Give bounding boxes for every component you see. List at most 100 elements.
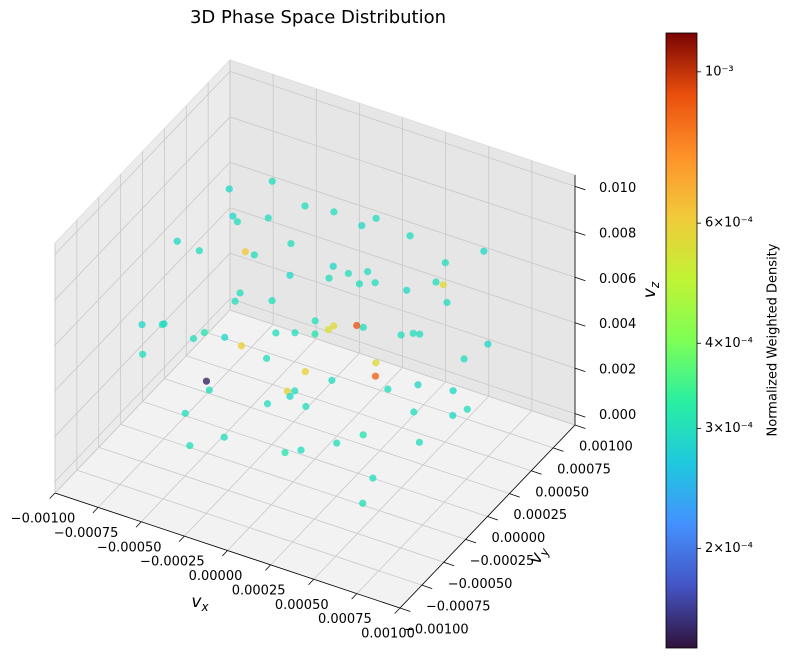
scatter-point — [229, 212, 237, 220]
z-tick — [574, 322, 586, 327]
z-tick-label: 0.010 — [599, 181, 636, 196]
scatter-point — [359, 499, 367, 507]
scatter-point — [372, 214, 380, 222]
scatter-point — [397, 331, 405, 339]
scatter-point — [221, 333, 229, 341]
scatter-point — [406, 232, 414, 240]
y-tick — [531, 470, 542, 475]
x-tick-label: −0.00025 — [140, 555, 205, 570]
colorbar-tick-label: 4×10⁻⁴ — [705, 336, 753, 351]
scatter-point — [138, 321, 146, 329]
scatter-point — [268, 297, 276, 305]
scatter-point — [236, 289, 244, 297]
grid-line — [54, 71, 231, 255]
scatter-point — [484, 340, 492, 348]
grid-line — [54, 207, 231, 392]
scatter-point — [250, 251, 258, 259]
x-tick-label: −0.00075 — [54, 526, 119, 541]
scatter-point — [449, 411, 457, 420]
grid-line — [207, 332, 554, 449]
scatter-point — [330, 322, 338, 330]
scatter-point — [291, 387, 299, 395]
scatter-point — [264, 214, 272, 222]
scatter-point — [359, 323, 367, 331]
y-tick-label: 0.00050 — [535, 485, 589, 500]
colorbar — [665, 32, 698, 649]
scatter-point — [195, 247, 203, 255]
y-tick — [421, 584, 433, 589]
grid-line — [229, 309, 576, 426]
z-tick-label: 0.000 — [599, 408, 636, 423]
grid-line — [229, 161, 576, 278]
x-tick-label: 0.00075 — [318, 612, 372, 627]
scatter-point — [272, 329, 280, 337]
y-tick-label: 0.00100 — [579, 440, 633, 455]
z-tick-label: 0.004 — [599, 317, 636, 332]
scatter-point — [241, 248, 249, 256]
y-tick-label: 0.00025 — [513, 508, 567, 523]
y-tick — [487, 516, 498, 521]
scatter-point — [325, 274, 333, 282]
scatter-point — [330, 208, 338, 216]
scatter-point — [205, 386, 213, 394]
scatter-point — [268, 177, 276, 185]
x-tick — [49, 492, 56, 499]
x-tick — [135, 521, 142, 528]
z-tick — [574, 276, 586, 282]
scatter-point — [333, 439, 341, 447]
scatter-point — [301, 368, 309, 376]
x-tick-label: 0.00025 — [232, 583, 286, 598]
grid-line — [98, 446, 444, 563]
scatter-point — [286, 271, 294, 279]
x-tick-label: 0.00050 — [275, 598, 329, 613]
scatter-point — [480, 247, 488, 255]
x-tick — [221, 550, 228, 557]
y-tick — [552, 447, 564, 452]
x-tick — [178, 535, 185, 542]
scatter-point — [355, 280, 364, 288]
scatter-point — [324, 326, 333, 334]
scatter-point — [202, 377, 211, 385]
x-tick-label: −0.00100 — [11, 512, 76, 527]
scatter-point — [328, 376, 336, 384]
scatter-point — [410, 408, 418, 416]
x-tick-label: 0.00000 — [189, 569, 243, 584]
scatter-point — [291, 329, 299, 337]
scatter-point — [416, 330, 424, 338]
grid-line — [229, 70, 576, 187]
grid-line — [54, 116, 231, 301]
grid-line — [142, 401, 488, 517]
z-tick-label: 0.006 — [599, 272, 636, 287]
x-tick — [394, 607, 401, 614]
scatter-point — [302, 402, 310, 411]
z-tick — [574, 413, 586, 418]
scatter-point — [139, 350, 147, 358]
grid-line — [54, 161, 231, 346]
scatter-point — [441, 259, 449, 267]
z-axis-label: vz — [640, 281, 662, 298]
grid-line — [54, 298, 231, 482]
scatter-point — [409, 329, 417, 337]
scatter-point — [414, 381, 422, 389]
scatter-point — [301, 202, 309, 210]
x-tick-label: 0.00100 — [361, 627, 415, 642]
scatter-point — [432, 278, 440, 286]
x-tick — [351, 593, 358, 600]
x-axis-label: vx — [191, 592, 209, 614]
grid-line — [164, 378, 510, 495]
grid-line — [186, 355, 532, 472]
grid-line — [229, 298, 576, 415]
scatter-point — [329, 262, 337, 270]
scatter-point — [189, 335, 198, 343]
scatter-point — [449, 387, 457, 395]
colorbar-tick-label: 3×10⁻⁴ — [705, 421, 753, 436]
scatter-point — [460, 355, 468, 363]
z-tick-label: 0.008 — [599, 226, 636, 241]
grid-line — [229, 252, 576, 369]
colorbar-label: Normalized Weighted Density — [766, 243, 781, 436]
x-tick — [265, 564, 271, 571]
scatter-point — [225, 185, 233, 193]
scatter-point — [263, 400, 272, 408]
scatter-point — [364, 268, 372, 276]
